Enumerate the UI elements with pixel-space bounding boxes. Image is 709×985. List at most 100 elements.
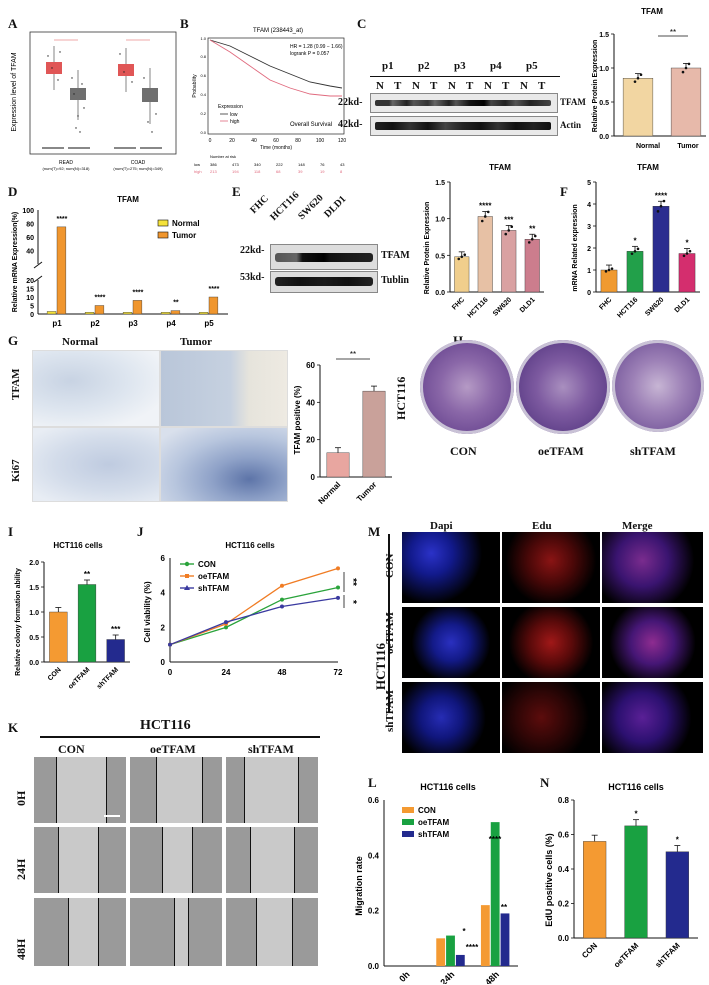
data-point xyxy=(681,70,685,74)
bar-tumor-p1 xyxy=(56,226,67,315)
x-tick-label: Tumor xyxy=(355,480,379,504)
panel-l-sig-24-oe: * xyxy=(462,927,466,936)
x-tick-label: Normal xyxy=(317,480,343,506)
panel-i-chart: HCT116 cells Relative colony formation a… xyxy=(15,541,130,691)
panel-k-img-sh-0h xyxy=(226,757,318,823)
x-tick-label: p1 xyxy=(52,319,62,328)
x-tick-label: shTFAM xyxy=(96,666,120,690)
panel-m-img-oe-merge xyxy=(602,607,703,678)
panel-a-group-read: READ xyxy=(59,160,73,166)
sig-label: **** xyxy=(479,202,492,211)
svg-text:43: 43 xyxy=(340,162,345,167)
x-tick-label: FHC xyxy=(598,296,613,311)
y-tick-label: 5 xyxy=(30,304,34,311)
y-tick-label: 0 xyxy=(30,312,34,319)
y-tick-label: 40 xyxy=(26,249,34,256)
y-tick-label: 0.0 xyxy=(368,962,380,971)
svg-text:68: 68 xyxy=(276,169,281,174)
panel-g-img-tumor-tfam xyxy=(160,350,288,427)
x-tick-label: CON xyxy=(47,666,63,682)
sig-label: * xyxy=(685,239,689,248)
panel-c-band-tfam: TFAM xyxy=(560,97,586,107)
data-point xyxy=(507,229,511,232)
y-tick-label: 2 xyxy=(161,623,166,632)
panel-m-img-sh-dapi xyxy=(402,682,500,753)
data-point xyxy=(633,250,637,253)
sig-label: * xyxy=(634,810,638,819)
panel-a-group-coad: COAD xyxy=(131,160,146,166)
panel-i-marks: 0.0 0.5 1.0 1.5 2.0 CON ** oeTFAM *** shTFAM xyxy=(29,560,130,691)
panel-b-high-curve xyxy=(209,39,342,97)
panel-m-img-sh-edu xyxy=(502,682,600,753)
bar-tumor xyxy=(670,67,702,137)
panel-c-chart: TFAM Relative Protein Expression 0.0 0.5 1… xyxy=(592,7,706,150)
panel-m-col-dapi: Dapi xyxy=(430,520,453,532)
svg-text:high: high xyxy=(194,169,202,174)
data-point xyxy=(510,225,514,229)
y-tick-label: 5 xyxy=(587,180,591,187)
y-tick-label: 0.6 xyxy=(368,796,380,805)
panel-f-title: TFAM xyxy=(637,163,659,172)
data-point xyxy=(636,247,640,251)
panel-f-marks: 0 1 2 3 4 5 FHC * HCT116 **** SW620 * DLD1 xyxy=(587,180,700,320)
panel-label-j: J xyxy=(137,524,144,539)
y-tick-label: 1.5 xyxy=(599,32,609,39)
panel-j-sig-1: ** xyxy=(347,578,358,586)
sig-label: ** xyxy=(84,570,91,579)
y-tick-label: 15 xyxy=(26,287,34,294)
panel-label-m: M xyxy=(368,524,381,539)
point-con xyxy=(224,625,228,630)
y-tick-label: 10 xyxy=(26,295,34,302)
y-tick-label: 1.0 xyxy=(29,610,39,617)
point-oetfam xyxy=(336,566,340,571)
x-tick-label: p3 xyxy=(128,319,138,328)
x-tick-label: SW620 xyxy=(492,296,513,317)
panel-g-chart: TFAM positive (%) 0 20 40 60 Normal Tumor ** xyxy=(293,350,392,506)
data-point xyxy=(457,257,461,261)
panel-label-a: A xyxy=(8,16,18,31)
x-tick-label: 0 xyxy=(168,668,173,677)
panel-c-actin-blot xyxy=(370,116,558,136)
y-tick-label: 0.5 xyxy=(599,100,609,107)
panel-l-legend: CON oeTFAM shTFAM xyxy=(402,806,449,839)
panel-n-title: HCT116 cells xyxy=(608,782,664,792)
svg-text:473: 473 xyxy=(232,162,239,167)
panel-l-legend-con: CON xyxy=(418,806,436,815)
data-point xyxy=(527,241,531,244)
y-tick-label: 0.6 xyxy=(558,831,570,840)
panel-n-marks: 0.0 0.2 0.4 0.6 0.8 CON * oeTFAM * shTFAM xyxy=(558,796,698,969)
panel-h-dish-oetfam xyxy=(516,340,610,434)
data-point xyxy=(463,253,467,256)
panel-c-mw-22: 22kd- xyxy=(338,97,363,108)
axis-break xyxy=(33,275,43,283)
svg-text:386: 386 xyxy=(210,162,217,167)
panel-k-img-con-24h xyxy=(34,827,126,893)
panel-m-img-oe-dapi xyxy=(402,607,500,678)
panel-h-label-shtfam: shTFAM xyxy=(630,444,676,458)
panel-label-e: E xyxy=(232,184,241,199)
svg-text:80: 80 xyxy=(295,138,301,144)
y-tick-label: 60 xyxy=(306,361,315,370)
data-point xyxy=(607,268,611,272)
x-tick-label: CON xyxy=(580,941,599,960)
panel-m-row-oetfam: oeTFAM xyxy=(384,612,396,654)
bar-normal xyxy=(326,452,350,478)
panel-label-d: D xyxy=(8,184,18,199)
panel-label-l: L xyxy=(368,775,377,790)
panel-j-legend-con: CON xyxy=(198,560,216,569)
panel-a-read-tumor-box xyxy=(46,46,62,90)
panel-b-xticks: 0 20 40 60 80 100 120 xyxy=(209,138,347,144)
sig-label: **** xyxy=(208,286,219,293)
x-tick-label: 48h xyxy=(483,969,501,984)
data-point xyxy=(610,267,614,270)
data-point xyxy=(662,199,666,203)
panel-k-img-sh-24h xyxy=(226,827,318,893)
panel-m-img-con-merge xyxy=(602,532,703,603)
svg-text:8: 8 xyxy=(340,169,343,174)
panel-j-legend-oetfam: oeTFAM xyxy=(198,572,229,581)
svg-text:0.8: 0.8 xyxy=(200,54,206,59)
panel-m-row-shtfam: shTFAM xyxy=(384,690,396,732)
x-tick-label: p4 xyxy=(166,319,176,328)
y-tick-label: 1.0 xyxy=(435,217,445,224)
